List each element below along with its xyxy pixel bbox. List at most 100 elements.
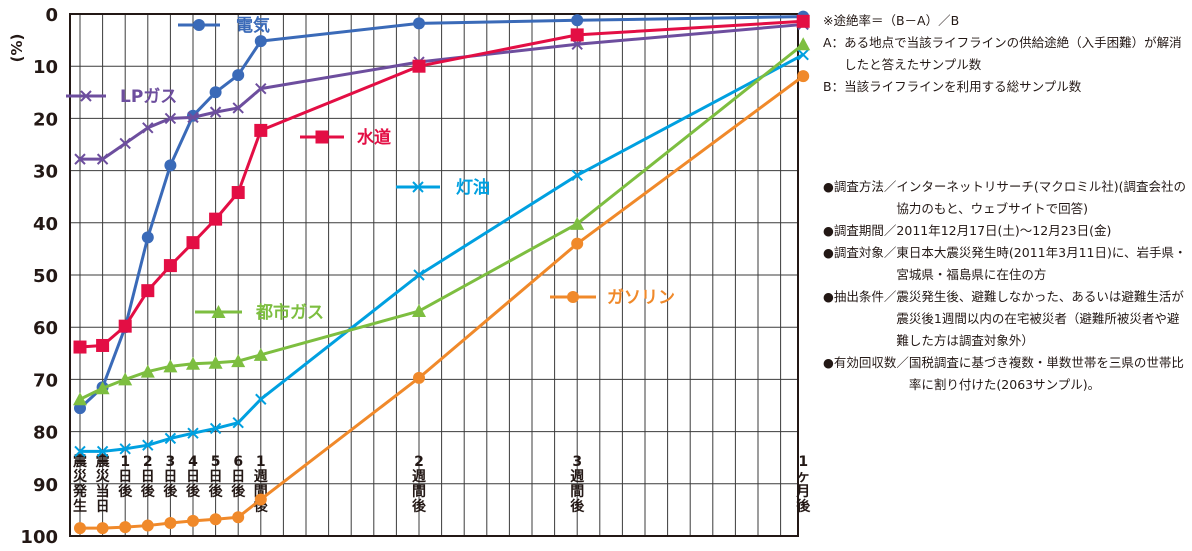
data-point [164, 432, 177, 445]
y-tick-label: 0 [45, 5, 58, 26]
series [73, 14, 810, 354]
x-tick-label: 震災当日 [95, 454, 111, 515]
survey-target-key: ●調査対象／ [823, 245, 897, 260]
x-tick-label: 1 ヶ月後 [795, 454, 811, 515]
x-tick-label: 震災発生 [72, 454, 88, 515]
grid [70, 13, 798, 537]
series-label-text: LPガス [120, 87, 177, 107]
data-point [164, 112, 177, 125]
data-point [74, 153, 86, 165]
y-tick-label: 90 [33, 475, 58, 496]
y-unit-label: (%) [8, 34, 26, 63]
series-label-text: 水道 [357, 127, 391, 148]
data-point [412, 304, 426, 318]
data-point [797, 70, 810, 83]
data-point [254, 493, 267, 506]
survey-method: ●調査方法／ インターネットリサーチ(マクロミル社)(調査会社の協力のもと、ウェ… [823, 176, 1188, 220]
data-point [141, 284, 155, 298]
data-point [209, 212, 223, 226]
x-tick-label: 6 日後 [231, 454, 246, 500]
data-point [209, 86, 222, 99]
data-point [74, 522, 86, 535]
data-point [571, 169, 583, 182]
y-tick-label: 10 [33, 57, 58, 78]
definition-a-text: ある地点で当該ライフラインの供給途絶（入手困難）が解消したと答えたサンプル数 [844, 35, 1182, 72]
survey-period-text: 2011年12月17日(土)～12月23日(金) [896, 223, 1112, 238]
series-label-marker [412, 181, 424, 193]
x-tick-label: 3 週間後 [570, 454, 585, 515]
definition-b-text: 当該ライフラインを利用する総サンプル数 [844, 79, 1082, 94]
series-label: 灯油 [396, 177, 490, 198]
data-point [163, 259, 177, 273]
data-point [232, 511, 245, 524]
data-point [231, 186, 245, 200]
y-tick-label: 100 [20, 527, 58, 548]
series-label: 電気 [178, 15, 270, 36]
definition-a: A： ある地点で当該ライフラインの供給途絶（入手困難）が解消したと答えたサンプル… [823, 32, 1188, 76]
series-label-text: 電気 [236, 15, 270, 36]
data-point [232, 102, 244, 114]
data-point [163, 359, 178, 373]
series-label: ガソリン [550, 288, 675, 308]
data-point [209, 106, 222, 118]
notes-spacer [823, 98, 1188, 176]
data-point [208, 355, 223, 369]
survey-method-text: インターネットリサーチ(マクロミル社)(調査会社の協力のもと、ウェブサイトで回答… [896, 179, 1187, 216]
data-point [232, 417, 244, 429]
data-point [570, 28, 584, 42]
x-tick-label: 2 週間後 [412, 454, 427, 515]
data-point [141, 231, 154, 244]
data-point [164, 516, 177, 529]
survey-period-key: ●調査期間／ [823, 223, 897, 238]
data-point [96, 522, 109, 535]
data-point [186, 356, 200, 370]
data-point [118, 319, 132, 333]
data-point [119, 137, 131, 150]
data-point [413, 17, 425, 30]
series [74, 10, 810, 415]
data-point [187, 111, 199, 124]
data-point [96, 445, 109, 458]
data-point [413, 371, 425, 384]
survey-period: ●調査期間／ 2011年12月17日(土)～12月23日(金) [823, 220, 1188, 242]
y-tick-label: 50 [33, 266, 58, 287]
x-tick-label: 5 日後 [209, 454, 224, 500]
data-point [796, 14, 810, 28]
data-point [570, 216, 585, 230]
y-tick-label: 70 [33, 370, 58, 391]
valid-responses-key: ●有効回収数／ [823, 355, 909, 370]
x-tick-label: 4 日後 [186, 454, 201, 500]
data-point [164, 159, 177, 172]
y-tick-label: 30 [33, 162, 58, 183]
series-line [80, 53, 804, 453]
series-label-marker [80, 90, 92, 102]
series-label: 水道 [300, 127, 391, 148]
data-point [209, 513, 222, 526]
series-label: 都市ガス [195, 302, 324, 323]
data-point [96, 338, 110, 352]
data-point [118, 372, 133, 386]
series [73, 37, 811, 406]
data-point [571, 14, 584, 27]
definition-b-key: B： [823, 79, 845, 94]
data-point [255, 82, 267, 95]
data-point [141, 519, 154, 532]
y-tick-label: 20 [33, 109, 58, 130]
series-label-text: ガソリン [607, 288, 675, 308]
y-tick-label: 80 [33, 423, 58, 444]
data-point [119, 443, 131, 455]
series-label-marker [193, 19, 205, 31]
valid-responses-text: 国税調査に基づき複数・単数世帯を三県の世帯比率に割り付けた(2063サンプル)。 [908, 355, 1184, 392]
valid-responses: ●有効回収数／ 国税調査に基づき複数・単数世帯を三県の世帯比率に割り付けた(20… [823, 352, 1188, 396]
formula-note: ※途絶率＝（B－A）／B [823, 13, 960, 28]
series-line [78, 15, 804, 410]
data-point [74, 445, 86, 458]
data-point [96, 153, 109, 165]
extraction-conditions-key: ●抽出条件／ [823, 289, 897, 304]
plot-frame [69, 13, 799, 537]
definition-a-key: A： [823, 35, 845, 50]
data-point [119, 521, 132, 534]
x-tick-label: 2 日後 [141, 454, 156, 500]
